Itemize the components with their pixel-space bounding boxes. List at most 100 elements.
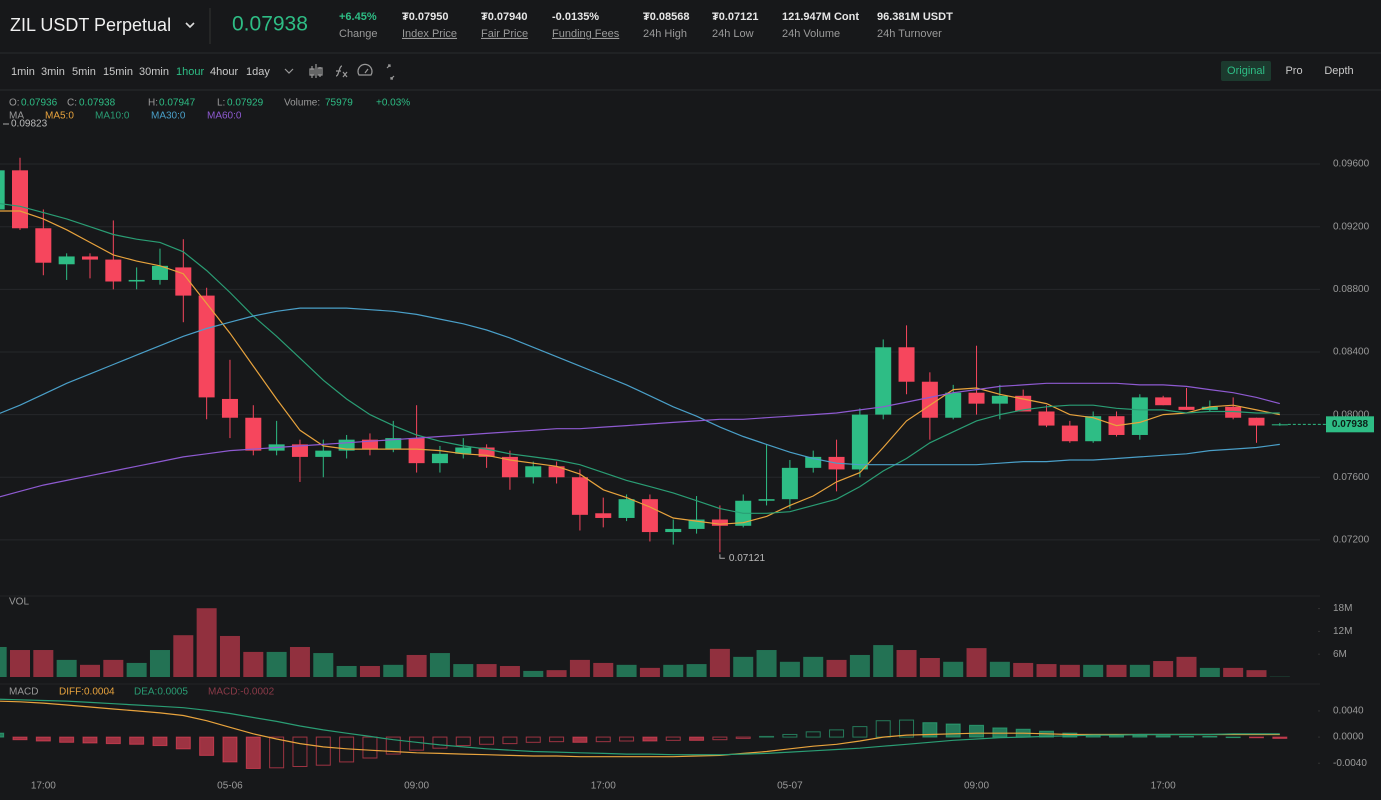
info-label: H:	[148, 98, 158, 109]
macd-bar	[245, 736, 261, 769]
volume-bar	[10, 650, 30, 677]
settings-icon[interactable]	[357, 63, 373, 76]
volume-bar	[499, 665, 520, 677]
symbol[interactable]: ZIL USDT Perpetual	[10, 15, 171, 35]
macd-bar	[105, 736, 121, 745]
candle-body	[12, 170, 28, 229]
volume-bar	[709, 648, 730, 677]
interval-button[interactable]: 30min	[139, 66, 169, 78]
ma-line	[0, 382, 1280, 498]
view-button[interactable]: Pro	[1285, 65, 1302, 77]
volume-bar	[663, 664, 684, 677]
view-button[interactable]: Depth	[1324, 65, 1353, 77]
candle-body	[408, 438, 425, 464]
info-label: L:	[217, 98, 225, 109]
volume-bar	[1036, 664, 1057, 677]
volume-bar	[336, 665, 357, 677]
volume-bar	[989, 661, 1010, 677]
volume-bar	[686, 664, 707, 677]
volume-bar	[196, 608, 217, 677]
interval-button[interactable]: 1hour	[176, 66, 204, 78]
macd-bar	[595, 736, 611, 743]
view-button[interactable]: Original	[1227, 65, 1265, 77]
symbol-dropdown[interactable]	[185, 22, 195, 29]
macd-bar	[759, 735, 775, 738]
volume-bar	[1129, 664, 1150, 677]
interval-button[interactable]: 5min	[72, 66, 96, 78]
volume-bar	[453, 664, 474, 677]
macd-bar	[852, 726, 868, 738]
volume-bar	[219, 635, 240, 677]
macd-bar	[362, 736, 378, 759]
candle-body	[1038, 411, 1055, 426]
candle-body	[1201, 406, 1218, 410]
macd-bar	[805, 731, 821, 738]
stat-label: Index Price	[402, 28, 457, 40]
interval-button[interactable]: 3min	[41, 66, 65, 78]
candle-body	[385, 438, 402, 450]
macd-bar	[59, 736, 75, 743]
indicator-icon[interactable]	[335, 65, 348, 78]
stat-value: 121.947M Cont	[782, 11, 859, 23]
interval-button[interactable]: 1min	[11, 66, 35, 78]
legend-entry: DEA:0.0005	[134, 687, 188, 698]
info-value: 75979	[325, 98, 353, 109]
macd-bar	[479, 736, 495, 745]
volume-bar	[1059, 664, 1080, 677]
volume-bar	[1106, 664, 1127, 677]
candle-body	[945, 392, 962, 418]
candle-body	[291, 444, 308, 457]
candle-body	[1248, 417, 1265, 426]
interval-button[interactable]: 15min	[103, 66, 133, 78]
volume-bar	[313, 653, 334, 677]
macd-bar	[1248, 736, 1264, 739]
candle-body	[1225, 406, 1242, 418]
legend-entry: MA5:0	[45, 111, 74, 122]
volume-bar	[803, 656, 824, 677]
candle-body	[711, 519, 728, 526]
volume-bar	[33, 650, 54, 677]
candle-body	[501, 456, 518, 478]
y-tick-label: 0.0040	[1333, 706, 1364, 717]
candle-body	[665, 528, 682, 533]
volume-bar	[243, 651, 264, 677]
candle-body	[81, 256, 98, 260]
view-active-bg	[1221, 61, 1271, 81]
volume-bar	[593, 662, 614, 677]
x-tick-label: 17:00	[31, 781, 56, 792]
macd-bar	[665, 736, 681, 741]
volume-bar	[733, 656, 754, 677]
interval-button[interactable]: 4hour	[210, 66, 238, 78]
legend-entry: MA30:0	[151, 111, 186, 122]
interval-button[interactable]: 1day	[246, 66, 270, 78]
volume-bar	[546, 670, 567, 677]
volume-bar	[173, 635, 194, 677]
volume-bar	[476, 664, 497, 677]
info-label: O:	[9, 98, 20, 109]
volume-bar	[569, 659, 590, 677]
stat-label: Funding Fees	[552, 28, 620, 40]
volume-bar	[406, 654, 427, 677]
interval-dropdown[interactable]	[284, 68, 294, 74]
volume-bar	[103, 659, 124, 677]
candle-body	[618, 499, 635, 518]
y-tick-label: 0.07600	[1333, 472, 1370, 483]
candle-body	[221, 398, 238, 418]
stat-value: 96.381M USDT	[877, 11, 953, 23]
candle-body	[548, 466, 565, 478]
pane-title: MACD	[9, 687, 38, 698]
macd-bar	[455, 736, 471, 747]
macd-bar	[782, 733, 798, 738]
candle-body	[315, 450, 332, 457]
fullscreen-icon[interactable]	[386, 64, 395, 80]
volume-bar	[0, 646, 7, 677]
chart-type-icon[interactable]	[309, 64, 323, 78]
volume-bar	[56, 659, 77, 677]
macd-bar	[292, 736, 308, 767]
candle-body	[1271, 424, 1288, 426]
candle-body	[455, 447, 472, 454]
info-value: 0.07936	[21, 98, 58, 109]
ma-line	[0, 307, 1280, 466]
volume-bar	[639, 667, 660, 677]
